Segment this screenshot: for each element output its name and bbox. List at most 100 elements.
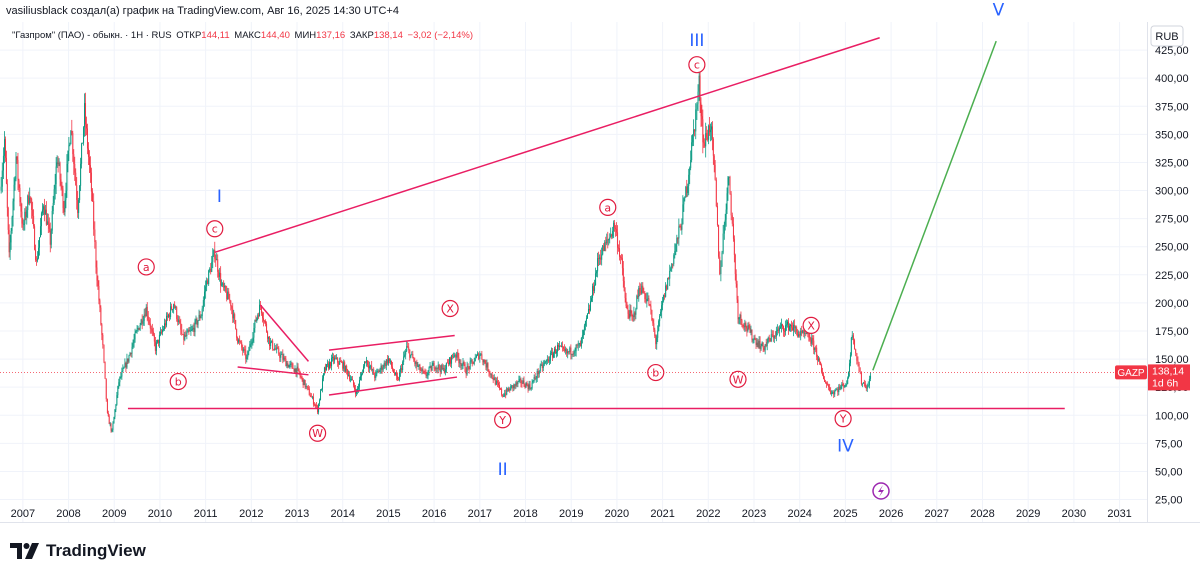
candle-body bbox=[259, 305, 260, 317]
candle-body bbox=[383, 367, 384, 369]
x-tick-label: 2012 bbox=[239, 508, 263, 520]
candle-body bbox=[345, 366, 346, 372]
candle-body bbox=[500, 388, 501, 389]
legend-low: 137,16 bbox=[316, 30, 345, 41]
y-tick-label: 425,00 bbox=[1155, 45, 1189, 57]
candle-body bbox=[86, 124, 87, 128]
candle-body bbox=[803, 330, 804, 333]
candle-body bbox=[518, 379, 519, 381]
candle-body bbox=[381, 366, 382, 370]
candle-body bbox=[160, 332, 161, 335]
wave-label-major: II bbox=[498, 460, 508, 480]
currency-button[interactable]: RUB bbox=[1151, 26, 1183, 46]
candle-body bbox=[143, 321, 144, 324]
candle-body bbox=[244, 349, 245, 350]
y-tick-label: 325,00 bbox=[1155, 157, 1189, 169]
candle-body bbox=[864, 383, 865, 384]
candle-body bbox=[569, 348, 570, 353]
candle-body bbox=[170, 306, 171, 317]
candle-body bbox=[724, 225, 725, 234]
candle-body bbox=[201, 316, 202, 318]
candle-body bbox=[591, 298, 592, 301]
candle-body bbox=[179, 320, 180, 323]
candle-body bbox=[118, 382, 119, 386]
candle-body bbox=[504, 393, 505, 396]
candle-body bbox=[254, 320, 255, 328]
candle-body bbox=[111, 424, 112, 431]
candle-body bbox=[634, 313, 635, 315]
candle-body bbox=[468, 366, 469, 367]
candle-body bbox=[567, 351, 568, 353]
candle-body bbox=[384, 363, 385, 368]
candle-body bbox=[350, 379, 351, 380]
price-axis[interactable]: 25,0050,0075,00100,00125,00150,00175,002… bbox=[1155, 45, 1189, 506]
candle-body bbox=[106, 378, 107, 399]
time-axis[interactable]: 2007 2008 2009 2010 2011 2012 2013 2014 2015 2016… bbox=[11, 508, 1132, 520]
candle-body bbox=[96, 267, 97, 280]
candle-body bbox=[849, 363, 850, 372]
x-tick-label: 2016 bbox=[422, 508, 446, 520]
candle-body bbox=[365, 361, 366, 362]
x-tick-label: 2011 bbox=[194, 508, 218, 520]
candle-body bbox=[801, 331, 802, 333]
x-tick-label: 2015 bbox=[376, 508, 400, 520]
candle-body bbox=[200, 315, 201, 318]
candle-body bbox=[87, 128, 88, 148]
candle-body bbox=[157, 340, 158, 343]
candle-body bbox=[464, 362, 465, 364]
candle-body bbox=[654, 330, 655, 336]
candle-body bbox=[820, 362, 821, 365]
candle-body bbox=[810, 340, 811, 344]
candle-body bbox=[843, 385, 844, 388]
candle-body bbox=[476, 355, 477, 357]
candle-body bbox=[24, 212, 25, 224]
candle-body bbox=[485, 363, 486, 367]
flash-icon[interactable] bbox=[873, 483, 889, 499]
candle-body bbox=[370, 366, 371, 367]
tradingview-logo[interactable]: TradingView bbox=[10, 540, 146, 562]
candle-body bbox=[669, 271, 670, 279]
candle-body bbox=[54, 189, 55, 203]
candle-body bbox=[848, 372, 849, 378]
candle-body bbox=[20, 202, 21, 212]
candle-body bbox=[376, 371, 377, 372]
candle-body bbox=[586, 318, 587, 321]
candle-body bbox=[454, 355, 455, 357]
candle-body bbox=[149, 320, 150, 324]
candle-body bbox=[438, 365, 439, 369]
candle-body bbox=[482, 359, 483, 362]
candle-body bbox=[764, 348, 765, 350]
candle-body bbox=[446, 363, 447, 370]
candle-body bbox=[540, 365, 541, 371]
candle-body bbox=[549, 361, 550, 362]
candle-body bbox=[793, 325, 794, 331]
candle-body bbox=[778, 330, 779, 331]
candle-body bbox=[611, 234, 612, 236]
candle-body bbox=[314, 404, 315, 405]
candle-body bbox=[837, 389, 838, 392]
candle-body bbox=[145, 315, 146, 317]
candle-body bbox=[601, 254, 602, 259]
candle-body bbox=[487, 363, 488, 371]
candle-body bbox=[844, 385, 845, 387]
candle-body bbox=[512, 385, 513, 388]
candle-body bbox=[161, 332, 162, 333]
candle-body bbox=[819, 359, 820, 362]
candle-body bbox=[429, 367, 430, 371]
candle-body bbox=[9, 230, 10, 252]
candle-body bbox=[148, 316, 149, 319]
candle-body bbox=[587, 313, 588, 318]
candle-body bbox=[275, 348, 276, 349]
candle-body bbox=[217, 259, 218, 272]
candle-body bbox=[95, 242, 96, 267]
candle-body bbox=[664, 295, 665, 297]
candle-body bbox=[391, 361, 392, 367]
candle-body bbox=[298, 367, 299, 369]
candle-body bbox=[431, 366, 432, 371]
candle-body bbox=[379, 369, 380, 371]
candle-body bbox=[121, 371, 122, 376]
candle-body bbox=[762, 342, 763, 345]
candle-body bbox=[647, 298, 648, 299]
candle-body bbox=[115, 405, 116, 410]
